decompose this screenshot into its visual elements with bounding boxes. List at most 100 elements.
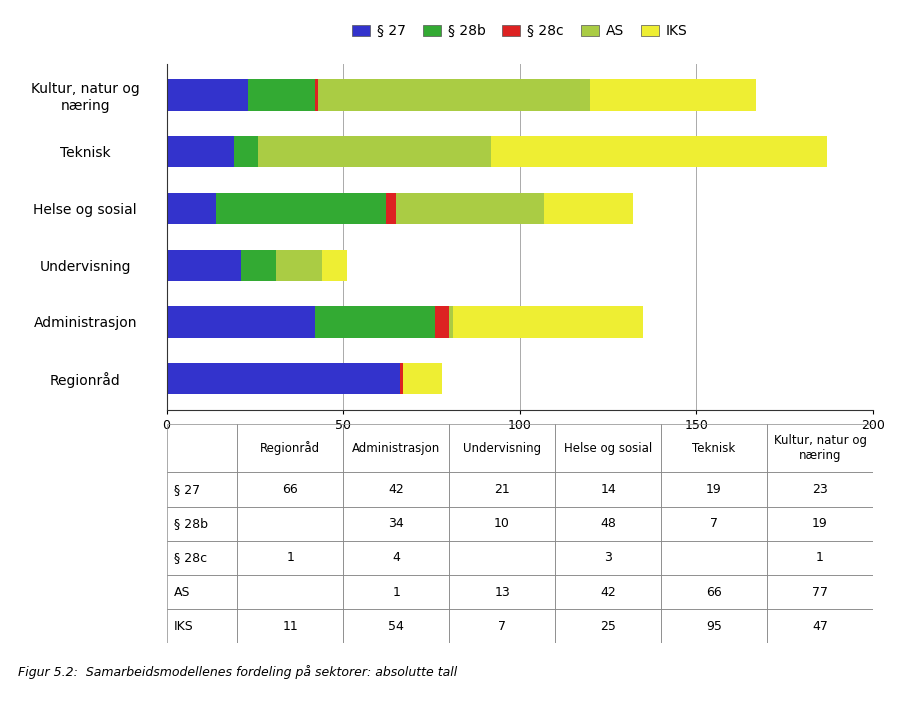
- Bar: [166, 424, 238, 472]
- Bar: [661, 507, 767, 541]
- Text: 1: 1: [816, 551, 824, 564]
- Text: § 28c: § 28c: [174, 551, 207, 564]
- Bar: [166, 306, 315, 337]
- Bar: [453, 306, 644, 337]
- Bar: [555, 541, 661, 575]
- Text: Helse og sosial: Helse og sosial: [564, 442, 652, 455]
- Text: Kultur, natur og
næring: Kultur, natur og næring: [773, 434, 867, 462]
- Text: 7: 7: [498, 620, 506, 633]
- Bar: [216, 193, 385, 224]
- Bar: [449, 541, 555, 575]
- Text: 95: 95: [706, 620, 722, 633]
- Bar: [767, 424, 873, 472]
- Bar: [544, 193, 633, 224]
- Bar: [491, 136, 827, 168]
- Text: 14: 14: [600, 483, 616, 496]
- Text: 19: 19: [706, 483, 722, 496]
- Bar: [166, 609, 238, 643]
- Bar: [555, 424, 661, 472]
- Bar: [319, 79, 590, 110]
- Text: 4: 4: [392, 551, 400, 564]
- Bar: [248, 79, 315, 110]
- Bar: [166, 363, 400, 395]
- Bar: [767, 575, 873, 609]
- Text: Teknisk: Teknisk: [692, 442, 735, 455]
- Bar: [590, 79, 756, 110]
- Bar: [555, 609, 661, 643]
- Text: 10: 10: [494, 518, 510, 530]
- Bar: [396, 193, 544, 224]
- Bar: [343, 541, 449, 575]
- Bar: [449, 306, 453, 337]
- Bar: [661, 472, 767, 507]
- Bar: [661, 575, 767, 609]
- Bar: [449, 472, 555, 507]
- Bar: [238, 575, 343, 609]
- Text: 42: 42: [600, 585, 616, 599]
- Bar: [767, 541, 873, 575]
- Bar: [343, 507, 449, 541]
- Bar: [166, 472, 238, 507]
- Bar: [258, 136, 491, 168]
- Text: 77: 77: [812, 585, 828, 599]
- Text: 42: 42: [388, 483, 404, 496]
- Bar: [449, 575, 555, 609]
- Bar: [166, 507, 238, 541]
- Bar: [343, 472, 449, 507]
- Bar: [315, 79, 319, 110]
- Text: 66: 66: [283, 483, 298, 496]
- Bar: [661, 541, 767, 575]
- Bar: [767, 507, 873, 541]
- Bar: [315, 306, 435, 337]
- Text: 48: 48: [600, 518, 616, 530]
- Text: 19: 19: [812, 518, 828, 530]
- Bar: [449, 507, 555, 541]
- Bar: [343, 575, 449, 609]
- Bar: [166, 136, 234, 168]
- Bar: [343, 609, 449, 643]
- Bar: [166, 250, 240, 281]
- Text: 23: 23: [812, 483, 828, 496]
- Text: § 28b: § 28b: [174, 518, 208, 530]
- Bar: [661, 424, 767, 472]
- Bar: [166, 541, 238, 575]
- Text: AS: AS: [174, 585, 190, 599]
- Bar: [555, 575, 661, 609]
- Legend: § 27, § 28b, § 28c, AS, IKS: § 27, § 28b, § 28c, AS, IKS: [346, 18, 693, 44]
- Text: 1: 1: [392, 585, 400, 599]
- Bar: [403, 363, 442, 395]
- Text: Administrasjon: Administrasjon: [352, 442, 440, 455]
- Bar: [238, 424, 343, 472]
- Text: 21: 21: [494, 483, 510, 496]
- Bar: [166, 575, 238, 609]
- Text: 11: 11: [283, 620, 298, 633]
- Text: Regionråd: Regionråd: [260, 441, 320, 455]
- Bar: [449, 609, 555, 643]
- Text: § 27: § 27: [174, 483, 200, 496]
- Text: Undervisning: Undervisning: [463, 442, 541, 455]
- Bar: [385, 193, 396, 224]
- Bar: [238, 541, 343, 575]
- Bar: [234, 136, 258, 168]
- Bar: [240, 250, 276, 281]
- Bar: [435, 306, 449, 337]
- Text: 7: 7: [710, 518, 718, 530]
- Bar: [343, 424, 449, 472]
- Bar: [238, 609, 343, 643]
- Text: 47: 47: [812, 620, 828, 633]
- Text: 3: 3: [604, 551, 612, 564]
- Bar: [238, 472, 343, 507]
- Bar: [767, 609, 873, 643]
- Text: 54: 54: [388, 620, 404, 633]
- Text: IKS: IKS: [174, 620, 194, 633]
- Text: Figur 5.2:  Samarbeidsmodellenes fordeling på sektorer: absolutte tall: Figur 5.2: Samarbeidsmodellenes fordelin…: [18, 665, 457, 679]
- Bar: [555, 507, 661, 541]
- Bar: [449, 424, 555, 472]
- Text: 25: 25: [600, 620, 616, 633]
- Text: 13: 13: [494, 585, 510, 599]
- Text: 1: 1: [286, 551, 294, 564]
- Bar: [166, 193, 216, 224]
- Bar: [166, 79, 248, 110]
- Bar: [238, 507, 343, 541]
- Bar: [555, 472, 661, 507]
